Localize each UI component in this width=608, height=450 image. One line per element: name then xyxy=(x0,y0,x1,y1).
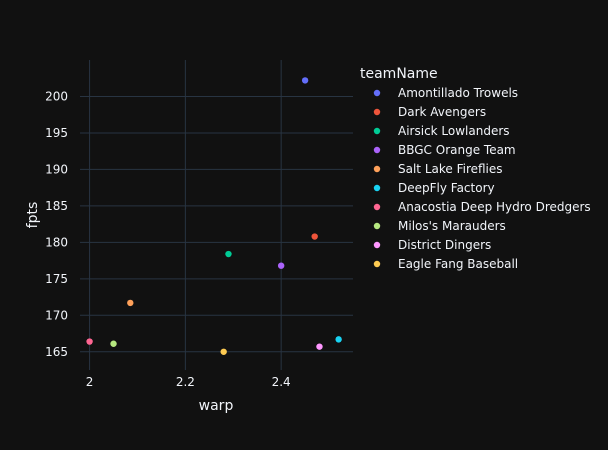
y-tick-label: 170 xyxy=(45,308,68,322)
legend-marker xyxy=(373,222,381,230)
y-tick-label: 190 xyxy=(45,162,68,176)
y-tick-label: 180 xyxy=(45,235,68,249)
legend-item-label: Anacostia Deep Hydro Dredgers xyxy=(398,200,591,214)
x-axis-title: warp xyxy=(199,398,234,414)
legend-marker xyxy=(373,203,381,211)
data-point xyxy=(311,233,318,240)
y-tick-label: 165 xyxy=(45,345,68,359)
y-tick-label: 200 xyxy=(45,89,68,103)
data-point xyxy=(301,77,309,84)
grid-lines xyxy=(80,60,353,370)
data-point xyxy=(277,262,285,269)
legend-item-label: Airsick Lowlanders xyxy=(398,124,510,138)
legend-marker xyxy=(373,146,381,154)
legend-item-label: Dark Avengers xyxy=(398,105,486,119)
x-tick-label: 2 xyxy=(86,375,94,389)
legend-marker xyxy=(373,241,381,249)
y-tick-label: 195 xyxy=(45,126,68,140)
legend-item-label: Eagle Fang Baseball xyxy=(398,257,518,271)
y-axis-title: fpts xyxy=(25,202,41,229)
data-point xyxy=(127,299,134,307)
legend-item-label: Salt Lake Fireflies xyxy=(398,162,503,176)
x-axis-ticks: 2 2.2 2.4 xyxy=(86,375,291,389)
legend-marker xyxy=(373,184,381,192)
legend-marker xyxy=(373,260,381,268)
data-points xyxy=(86,77,342,355)
y-axis-ticks: 165 170 175 180 185 190 195 200 xyxy=(45,89,68,358)
legend-marker xyxy=(373,127,381,135)
data-point xyxy=(110,340,117,347)
data-point xyxy=(86,338,93,345)
legend-item-label: DeepFly Factory xyxy=(398,181,495,195)
legend: teamName Amontillado Trowels Dark Avenger… xyxy=(360,66,591,271)
legend-marker xyxy=(373,89,381,97)
legend-item-label: Amontillado Trowels xyxy=(398,86,518,100)
y-tick-label: 185 xyxy=(45,199,68,213)
plot-area xyxy=(80,60,353,370)
data-point xyxy=(225,250,232,258)
data-point xyxy=(220,348,227,355)
y-tick-label: 175 xyxy=(45,272,68,286)
legend-item-label: District Dingers xyxy=(398,238,491,252)
data-point xyxy=(335,336,342,343)
legend-marker xyxy=(373,165,381,173)
legend-item-label: BBGC Orange Team xyxy=(398,143,516,157)
legend-item-label: Milos's Marauders xyxy=(398,219,506,233)
data-point xyxy=(316,343,323,350)
x-tick-label: 2.2 xyxy=(176,375,195,389)
legend-title: teamName xyxy=(360,66,438,82)
x-tick-label: 2.4 xyxy=(272,375,291,389)
legend-marker xyxy=(373,108,381,116)
